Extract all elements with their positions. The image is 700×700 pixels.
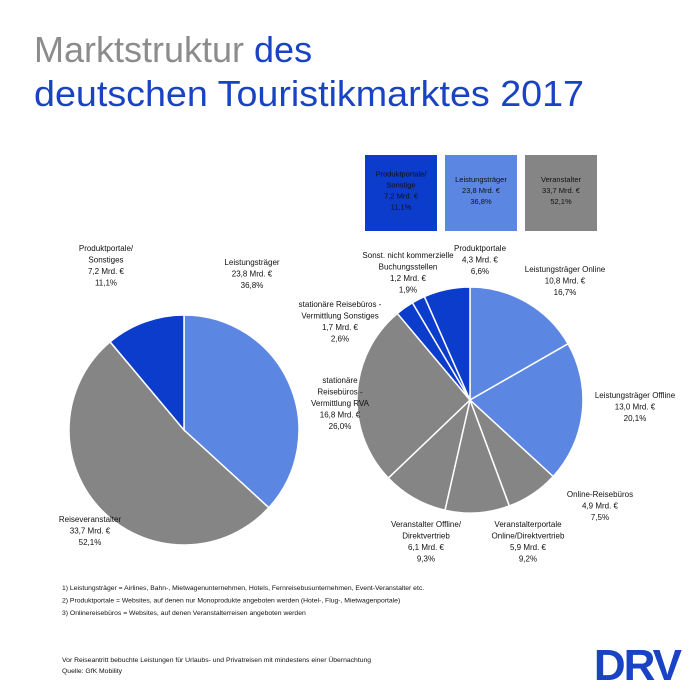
label-line: 11,1% [391, 203, 412, 212]
label-line: 11,1% [95, 279, 117, 288]
label: Veranstalter 33,7 Mrd. € 52,1% [541, 175, 582, 206]
legend-box [365, 155, 437, 231]
label-line: 9,2% [519, 555, 537, 564]
label-line: Leistungsträger Online [525, 265, 606, 274]
label: Online-Reisebüros 4,9 Mrd. € 7,5% [567, 490, 633, 522]
label-line: Veranstalterportale [494, 520, 562, 529]
legend: Produktportale/Sonstige 7,2 Mrd. € 11,1% Le… [365, 155, 597, 231]
label-line: 26,0% [329, 422, 352, 431]
label-line: Vermittlung RVA [311, 399, 370, 408]
label-line: 52,1% [550, 197, 572, 206]
label-line: stationäre [322, 376, 358, 385]
label-line: 13,0 Mrd. € [615, 403, 656, 412]
pie-slice [423, 286, 471, 401]
title-line-2: deutschen Touristikmarktes 2017 [34, 73, 584, 114]
label-line: 33,7 Mrd. € [542, 186, 581, 195]
label-line: Sonstige [386, 181, 415, 190]
label-line: Veranstalter [541, 175, 582, 184]
label: Veranstalter Offline/Direktvertrieb 6,1 M… [391, 520, 462, 564]
label: Reiseveranstalter 33,7 Mrd. € 52,1% [59, 515, 122, 547]
label: Produktportale 4,3 Mrd. € 6,6% [454, 244, 507, 276]
label-line: 5,9 Mrd. € [510, 543, 547, 552]
label: Leistungsträger 23,8 Mrd. € 36,8% [455, 175, 507, 206]
footnote: 1) Leistungsträger = Airlines, Bahn-, Mi… [62, 585, 424, 592]
label-line: 16,8 Mrd. € [320, 411, 361, 420]
label-line: 23,8 Mrd. € [232, 270, 273, 279]
label-line: 1,2 Mrd. € [390, 274, 427, 283]
label-line: 4,3 Mrd. € [462, 256, 499, 265]
label-line: 36,8% [241, 281, 264, 290]
label-line: 20,1% [624, 414, 647, 423]
pie-slice [469, 286, 570, 402]
label-line: 6,1 Mrd. € [408, 543, 445, 552]
label-line: stationäre Reisebüros - [299, 300, 382, 309]
label-line: Produktportale/ [376, 170, 428, 179]
label-line: Online/Direktvertrieb [492, 532, 565, 541]
source: Vor Reiseantritt bebuchte Leistungen für… [62, 656, 371, 664]
label-line: 36,8% [470, 197, 492, 206]
label-line: Produktportale [454, 244, 507, 253]
logo: DRV [594, 641, 683, 690]
label-line: Online-Reisebüros [567, 490, 633, 499]
label: Leistungsträger 23,8 Mrd. € 36,8% [224, 258, 279, 290]
label-line: 6,6% [471, 267, 489, 276]
label: Veranstalterportale Online/Direktvertrieb… [492, 520, 565, 564]
label-line: Veranstalter Offline/ [391, 520, 462, 529]
pies: Leistungsträger 23,8 Mrd. € 36,8% Reisevera… [59, 244, 676, 564]
legend-box [445, 155, 517, 231]
label-line: Vermittlung Sonstiges [301, 312, 378, 321]
title-line-1: Marktstruktur des [34, 29, 312, 70]
footnote: 2) Produktportale = Websites, auf denen … [62, 598, 400, 605]
label-line: 52,1% [79, 538, 102, 547]
pie-slice [109, 314, 185, 433]
label: Leistungsträger Online 10,8 Mrd. € 16,7% [525, 265, 606, 297]
label: stationäre Reisebüros - Vermittlung Sonst… [299, 300, 382, 344]
label-line: Leistungsträger [455, 175, 507, 184]
label-line: 7,5% [591, 513, 609, 522]
title-blue: des [254, 29, 312, 70]
label: Leistungsträger Offline 13,0 Mrd. € 20,1% [595, 391, 676, 423]
label: Produktportale/Sonstiges 7,2 Mrd. € 11,1% [79, 244, 134, 288]
label-line: Reiseveranstalter [59, 515, 122, 524]
label: Sonst. nicht kommerzielle Buchungsstellen… [362, 251, 454, 295]
label: stationäre Reisebüros - Vermittlung RVA 16,… [311, 376, 370, 431]
label-line: 10,8 Mrd. € [545, 277, 586, 286]
label-line: 1,9% [399, 286, 417, 295]
source: Quelle: GfK Mobility [62, 668, 123, 675]
label-line: Reisebüros - [317, 388, 363, 397]
pie-slice [356, 312, 472, 480]
label-line: Direktvertrieb [402, 532, 450, 541]
label-line: 2,6% [331, 335, 349, 344]
label-line: 1,7 Mrd. € [322, 323, 359, 332]
label-line: 9,3% [417, 555, 435, 564]
label-line: 33,7 Mrd. € [70, 527, 111, 536]
label-line: 16,7% [554, 288, 577, 297]
label-line: Leistungsträger Offline [595, 391, 676, 400]
footnotes: 1) Leistungsträger = Airlines, Bahn-, Mi… [62, 585, 424, 675]
label-line: Buchungsstellen [379, 263, 438, 272]
pie-slice [468, 342, 584, 478]
label-line: Sonstiges [88, 256, 123, 265]
label-line: Produktportale/ [79, 244, 134, 253]
footnote: 3) Onlinereisebüros = Websites, auf dene… [62, 610, 306, 617]
label-line: Leistungsträger [224, 258, 279, 267]
label-line: 23,8 Mrd. € [462, 186, 501, 195]
label-line: 4,9 Mrd. € [582, 502, 619, 511]
label: Produktportale/Sonstige 7,2 Mrd. € 11,1% [376, 170, 428, 212]
label-line: Sonst. nicht kommerzielle [362, 251, 454, 260]
legend-box [525, 155, 597, 231]
title-gray: Marktstruktur [34, 29, 244, 70]
pie-slice [183, 314, 300, 509]
label-line: 7,2 Mrd. € [384, 192, 419, 201]
pie-slice [68, 340, 270, 546]
label-line: 7,2 Mrd. € [88, 267, 125, 276]
